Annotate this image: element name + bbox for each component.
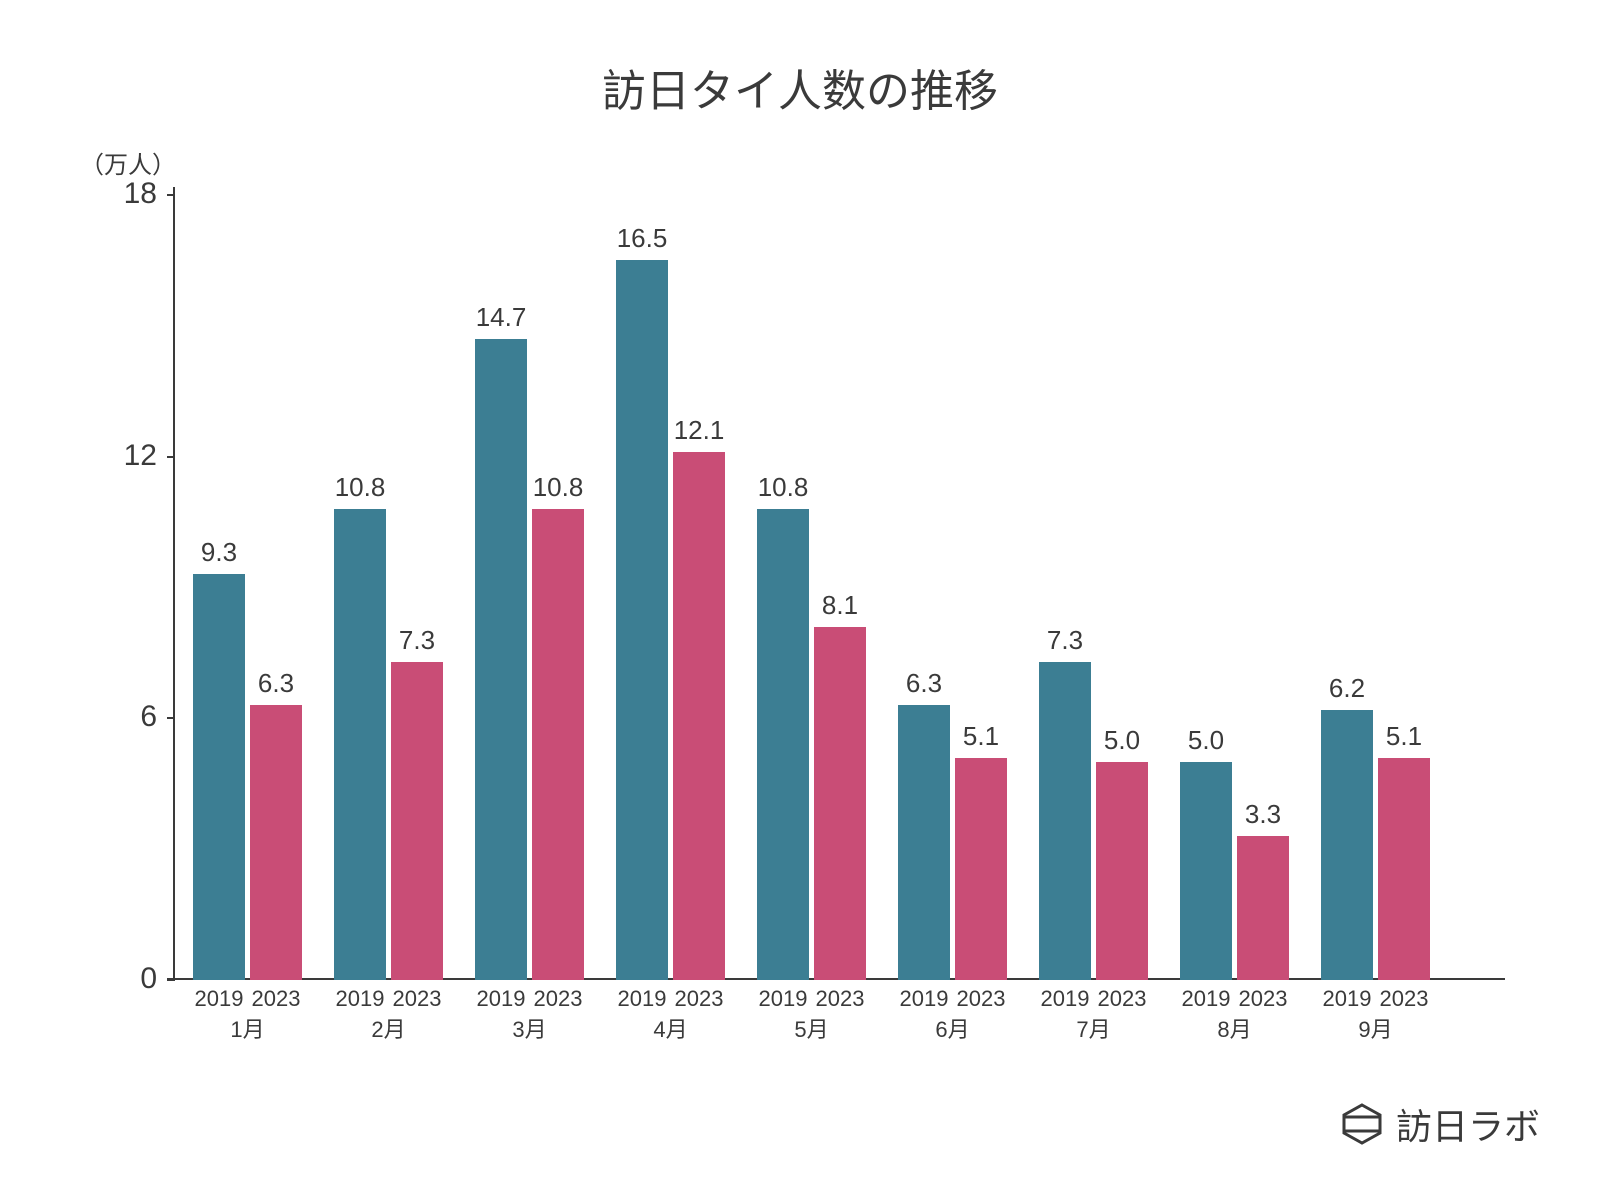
x-month-label: 3月 (490, 1012, 570, 1044)
x-year-label: 2019 (1317, 986, 1377, 1012)
x-year-label: 2023 (528, 986, 588, 1012)
bar-2023 (955, 758, 1007, 980)
x-month-label: 9月 (1336, 1012, 1416, 1044)
bar-value-label: 16.5 (612, 223, 672, 254)
bar-2019 (193, 574, 245, 980)
bar-value-label: 5.0 (1092, 725, 1152, 756)
bar-2019 (757, 509, 809, 980)
y-tick-mark (167, 717, 175, 719)
bar-2019 (898, 705, 950, 980)
x-year-label: 2019 (612, 986, 672, 1012)
bar-2019 (616, 260, 668, 980)
bar-value-label: 9.3 (189, 537, 249, 568)
x-year-label: 2019 (894, 986, 954, 1012)
bar-value-label: 5.1 (951, 721, 1011, 752)
brand-text: 訪日ラボ (1396, 1098, 1540, 1150)
x-year-label: 2023 (1374, 986, 1434, 1012)
y-axis-line (173, 187, 175, 980)
y-tick-mark (167, 194, 175, 196)
y-tick-label: 0 (97, 962, 157, 996)
x-month-label: 5月 (772, 1012, 852, 1044)
x-year-label: 2019 (189, 986, 249, 1012)
bar-value-label: 8.1 (810, 590, 870, 621)
x-month-label: 4月 (631, 1012, 711, 1044)
bar-2023 (532, 509, 584, 980)
bar-value-label: 14.7 (471, 302, 531, 333)
x-year-label: 2019 (471, 986, 531, 1012)
bar-2023 (1237, 836, 1289, 980)
x-year-label: 2023 (1233, 986, 1293, 1012)
x-year-label: 2023 (810, 986, 870, 1012)
x-year-label: 2023 (1092, 986, 1152, 1012)
bar-2019 (1180, 762, 1232, 980)
x-month-label: 7月 (1054, 1012, 1134, 1044)
x-year-label: 2023 (669, 986, 729, 1012)
y-tick-label: 12 (97, 439, 157, 473)
y-tick-label: 6 (97, 700, 157, 734)
x-year-label: 2019 (330, 986, 390, 1012)
y-tick-label: 18 (97, 177, 157, 211)
y-tick-mark (167, 979, 175, 981)
bar-value-label: 5.1 (1374, 721, 1434, 752)
bar-value-label: 3.3 (1233, 799, 1293, 830)
x-year-label: 2023 (951, 986, 1011, 1012)
bar-value-label: 10.8 (528, 472, 588, 503)
bar-2023 (673, 452, 725, 980)
x-month-label: 6月 (913, 1012, 993, 1044)
bar-2019 (475, 339, 527, 980)
x-month-label: 1月 (208, 1012, 288, 1044)
brand-logo: 訪日ラボ (1340, 1098, 1540, 1150)
x-year-label: 2019 (1176, 986, 1236, 1012)
chart-plot-area: 0612189.36.3201920231月10.87.3201920232月1… (175, 195, 1505, 980)
bar-value-label: 10.8 (330, 472, 390, 503)
bar-2019 (1321, 710, 1373, 980)
bar-2019 (334, 509, 386, 980)
bar-value-label: 7.3 (1035, 625, 1095, 656)
x-year-label: 2023 (246, 986, 306, 1012)
y-tick-mark (167, 456, 175, 458)
bar-2023 (250, 705, 302, 980)
bar-2019 (1039, 662, 1091, 980)
x-year-label: 2019 (753, 986, 813, 1012)
bar-2023 (1096, 762, 1148, 980)
y-axis-unit: （万人） (80, 145, 176, 180)
x-month-label: 8月 (1195, 1012, 1275, 1044)
bar-value-label: 6.3 (894, 668, 954, 699)
bar-value-label: 12.1 (669, 415, 729, 446)
hexagon-icon (1340, 1102, 1384, 1146)
bar-value-label: 6.3 (246, 668, 306, 699)
bar-2023 (391, 662, 443, 980)
x-month-label: 2月 (349, 1012, 429, 1044)
bar-value-label: 10.8 (753, 472, 813, 503)
bar-value-label: 7.3 (387, 625, 447, 656)
bar-value-label: 5.0 (1176, 725, 1236, 756)
x-year-label: 2019 (1035, 986, 1095, 1012)
x-year-label: 2023 (387, 986, 447, 1012)
bar-2023 (1378, 758, 1430, 980)
bar-value-label: 6.2 (1317, 673, 1377, 704)
chart-title: 訪日タイ人数の推移 (0, 55, 1600, 119)
bar-2023 (814, 627, 866, 980)
